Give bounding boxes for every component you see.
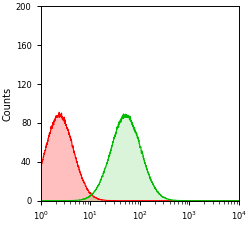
Y-axis label: Counts: Counts [3,86,13,121]
